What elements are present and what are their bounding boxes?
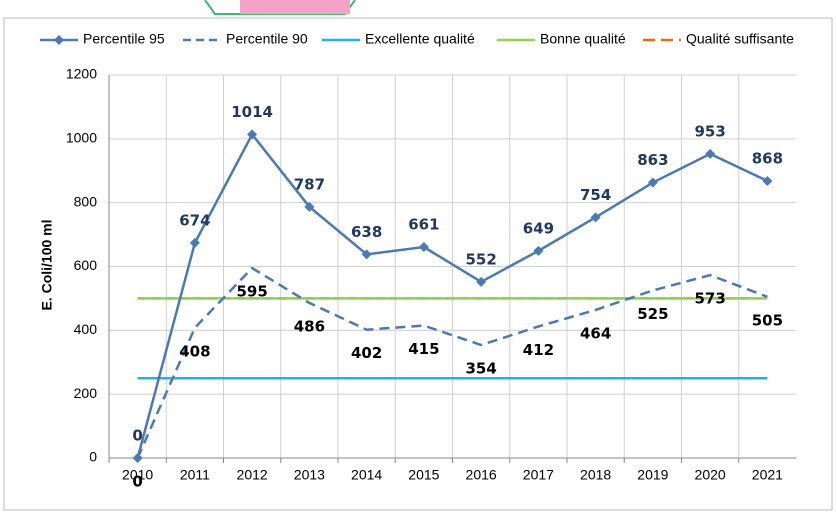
data-label: 787	[294, 175, 325, 193]
point-marker	[132, 453, 143, 463]
x-tick-label: 2014	[351, 467, 382, 483]
chart-frame	[3, 17, 833, 511]
data-label: 0	[132, 473, 142, 491]
data-label: 649	[523, 219, 554, 237]
x-tick-label: 2020	[695, 467, 726, 483]
legend-label: Excellente qualité	[365, 31, 475, 47]
y-tick-label: 400	[74, 321, 98, 337]
data-label: 486	[294, 317, 325, 335]
x-tick-label: 2016	[466, 467, 497, 483]
x-tick-label: 2017	[523, 467, 554, 483]
data-label: 552	[465, 250, 496, 268]
data-label: 505	[752, 311, 783, 329]
y-axis-label: E. Coli/100 ml	[39, 219, 55, 310]
data-label: 638	[351, 223, 382, 241]
data-label: 573	[694, 290, 725, 308]
point-marker	[705, 148, 716, 159]
y-tick-label: 800	[74, 193, 98, 209]
decoration	[240, 0, 350, 14]
data-label: 412	[523, 341, 554, 359]
data-label: 595	[236, 283, 267, 301]
x-tick-label: 2011	[180, 467, 210, 483]
data-label: 661	[408, 216, 439, 234]
legend-label: Bonne qualité	[540, 31, 626, 47]
data-label: 464	[580, 324, 611, 342]
data-label: 953	[694, 122, 725, 140]
point-marker	[418, 242, 429, 253]
data-label: 408	[179, 342, 210, 360]
y-tick-label: 1000	[66, 130, 97, 146]
x-tick-label: 2018	[580, 467, 611, 483]
y-tick-label: 0	[89, 449, 97, 465]
y-tick-label: 1200	[66, 66, 97, 82]
data-label: 415	[408, 340, 439, 358]
x-tick-label: 2010	[122, 467, 153, 483]
point-marker	[647, 177, 658, 188]
point-marker	[762, 175, 773, 186]
point-marker	[189, 237, 200, 248]
x-tick-label: 2012	[237, 467, 268, 483]
point-marker	[476, 276, 487, 287]
x-tick-label: 2013	[294, 467, 325, 483]
data-label: 863	[637, 151, 668, 169]
data-label: 1014	[231, 103, 273, 121]
x-tick-label: 2021	[752, 467, 783, 483]
point-marker	[533, 245, 544, 256]
series-line	[136, 132, 768, 459]
x-tick-label: 2019	[637, 467, 668, 483]
legend-marker	[54, 35, 64, 45]
point-marker	[247, 129, 258, 140]
x-tick-label: 2015	[408, 467, 439, 483]
data-label: 354	[465, 360, 496, 378]
data-label: 525	[637, 305, 668, 323]
point-marker	[361, 249, 372, 260]
data-label: 868	[752, 149, 783, 167]
y-tick-label: 600	[74, 257, 98, 273]
y-tick-label: 200	[74, 385, 98, 401]
data-label: 402	[351, 344, 382, 362]
point-marker	[304, 201, 315, 212]
series-line	[136, 266, 768, 459]
point-marker	[590, 212, 601, 223]
data-label: 0	[132, 427, 142, 445]
data-label: 674	[179, 211, 210, 229]
legend-label: Percentile 95	[83, 31, 165, 47]
data-label: 754	[580, 186, 611, 204]
legend-label: Qualité suffisante	[686, 31, 794, 47]
legend-label: Percentile 90	[226, 31, 308, 47]
